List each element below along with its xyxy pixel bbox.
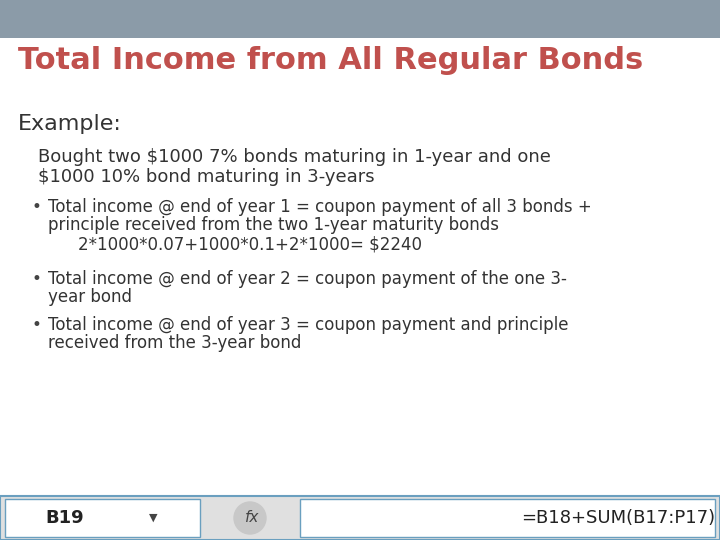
Text: received from the 3-year bond: received from the 3-year bond [48, 334, 302, 352]
Text: Total income @ end of year 1 = coupon payment of all 3 bonds +: Total income @ end of year 1 = coupon pa… [48, 198, 592, 216]
Text: B19: B19 [45, 509, 84, 527]
Text: •: • [32, 316, 42, 334]
Text: =B18+SUM(B17:P17): =B18+SUM(B17:P17) [521, 509, 715, 527]
Text: year bond: year bond [48, 288, 132, 306]
Bar [0, 0, 720, 38]
Text: 2*1000*0.07+1000*0.1+2*1000= $2240: 2*1000*0.07+1000*0.1+2*1000= $2240 [78, 236, 422, 254]
Text: Total Income from All Regular Bonds: Total Income from All Regular Bonds [18, 46, 643, 75]
Text: principle received from the two 1-year maturity bonds: principle received from the two 1-year m… [48, 216, 499, 234]
Text: $1000 10% bond maturing in 3-years: $1000 10% bond maturing in 3-years [38, 168, 374, 186]
Text: Example:: Example: [18, 114, 122, 134]
Text: fx: fx [245, 510, 259, 525]
Text: ▼: ▼ [149, 513, 157, 523]
Bar [5, 499, 200, 537]
Text: Bought two $1000 7% bonds maturing in 1-year and one: Bought two $1000 7% bonds maturing in 1-… [38, 148, 551, 166]
Circle shape [234, 502, 266, 534]
Text: •: • [32, 270, 42, 288]
Text: •: • [32, 198, 42, 216]
Text: Total income @ end of year 2 = coupon payment of the one 3-: Total income @ end of year 2 = coupon pa… [48, 270, 567, 288]
Text: Total income @ end of year 3 = coupon payment and principle: Total income @ end of year 3 = coupon pa… [48, 316, 569, 334]
Bar [0, 496, 720, 540]
Bar [300, 499, 715, 537]
